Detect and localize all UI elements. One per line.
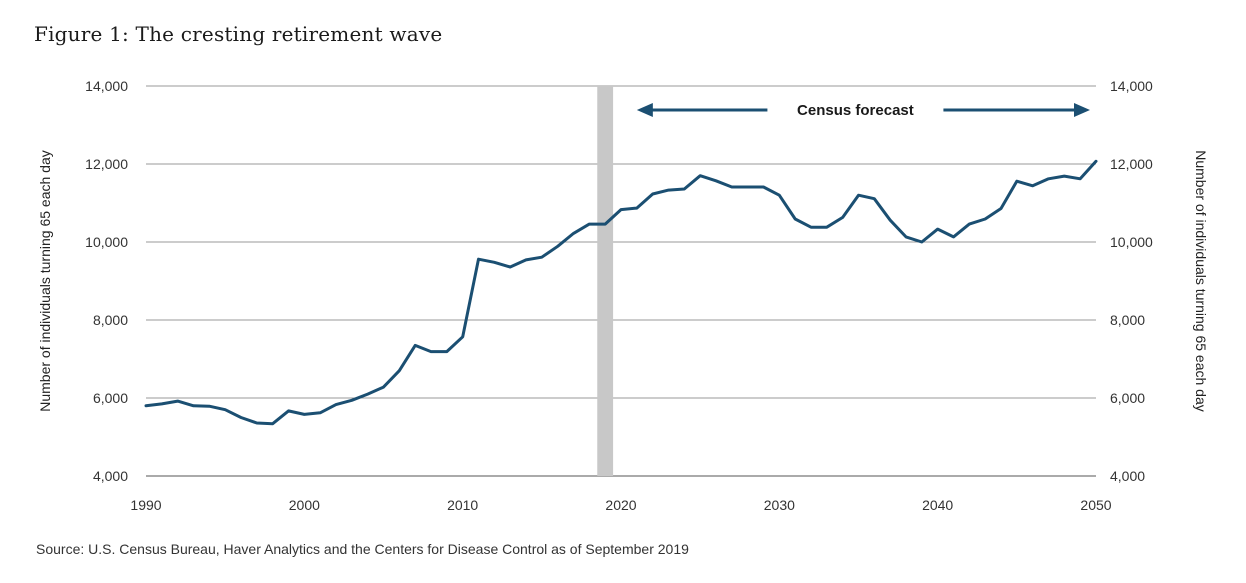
y-tick-label-right: 8,000: [1110, 312, 1145, 328]
y-tick-label-right: 10,000: [1110, 234, 1153, 250]
forecast-label: Census forecast: [797, 102, 914, 119]
y-axis-label-right: Number of individuals turning 65 each da…: [1193, 150, 1209, 412]
series-line: [144, 159, 1098, 426]
y-tick-label-right: 14,000: [1110, 78, 1153, 94]
x-tick-label: 2000: [289, 497, 320, 513]
arrow-right-head-icon: [1074, 103, 1090, 117]
y-tick-label-right: 12,000: [1110, 156, 1153, 172]
highlight-band: [597, 86, 614, 476]
forecast-annotation: Census forecast: [636, 102, 1090, 119]
x-tick-label: 2020: [605, 497, 636, 513]
x-tick-label: 2030: [764, 497, 795, 513]
chart-title: Figure 1: The cresting retirement wave: [34, 22, 443, 46]
x-axis: 1990 2000 2010 2020 2030 2040 2050: [130, 497, 1111, 513]
y-tick-label-left: 4,000: [93, 468, 128, 484]
y-tick-label-left: 10,000: [85, 234, 128, 250]
x-tick-label: 1990: [130, 497, 161, 513]
gridlines: [146, 85, 1096, 477]
x-tick-label: 2040: [922, 497, 953, 513]
source-note: Source: U.S. Census Bureau, Haver Analyt…: [36, 541, 689, 557]
y-axis-label-left: Number of individuals turning 65 each da…: [37, 150, 53, 412]
x-tick-label: 2010: [447, 497, 478, 513]
y-tick-label-left: 6,000: [93, 390, 128, 406]
y-axis-right: 4,000 6,000 8,000 10,000 12,000 14,000: [1110, 78, 1153, 484]
y-axis-left: 4,000 6,000 8,000 10,000 12,000 14,000: [85, 78, 128, 484]
y-tick-label-right: 4,000: [1110, 468, 1145, 484]
y-tick-label-left: 14,000: [85, 78, 128, 94]
y-tick-label-left: 8,000: [93, 312, 128, 328]
x-tick-label: 2050: [1080, 497, 1111, 513]
y-tick-label-left: 12,000: [85, 156, 128, 172]
y-tick-label-right: 6,000: [1110, 390, 1145, 406]
arrow-left-head-icon: [636, 103, 653, 117]
